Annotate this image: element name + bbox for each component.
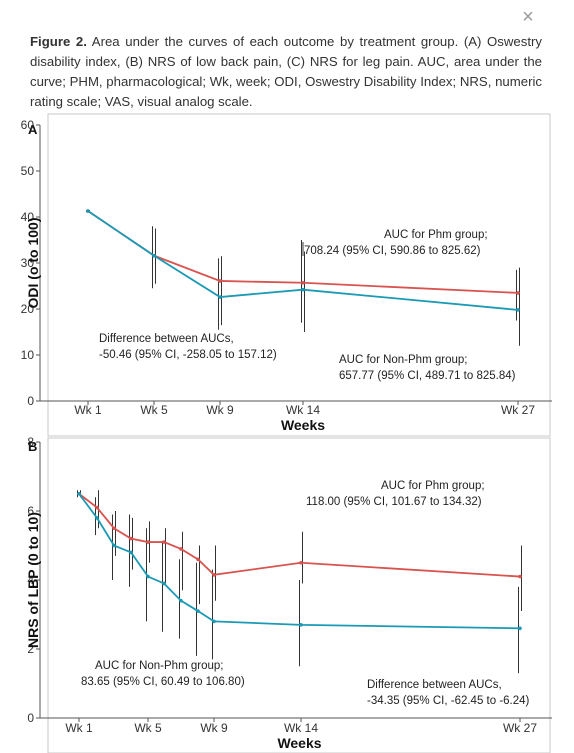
x-tick-label: Wk 5 xyxy=(134,721,162,735)
data-point xyxy=(516,291,520,295)
data-point xyxy=(146,574,150,579)
x-tick-label: Wk 1 xyxy=(65,721,93,735)
data-point xyxy=(162,581,166,586)
data-point xyxy=(516,308,520,312)
data-point xyxy=(146,540,150,544)
data-point xyxy=(95,505,99,510)
data-point xyxy=(518,574,522,579)
y-tick-label: 40 xyxy=(21,210,35,224)
annotation-text: 657.77 (95% CI, 489.71 to 825.84) xyxy=(339,370,516,382)
annotation-text: 118.00 (95% CI, 101.67 to 134.32) xyxy=(306,496,482,508)
annotation-text: AUC for Phm group; xyxy=(381,480,485,492)
data-point xyxy=(179,598,183,603)
chart-panel-b: B 0 2 4 6 8 Wk 1 Wk 5 Wk 9 Wk 14 Wk 27 Weeks NRS of … xyxy=(25,435,552,753)
annotation-text: -34.35 (95% CI, -62.45 to -6.24) xyxy=(367,695,530,707)
data-point xyxy=(129,536,133,541)
chart-panel-a: A 0 10 20 30 40 50 60 Wk 1 Wk 5 Wk 9 Wk 14 Wk 27 Week… xyxy=(21,113,552,437)
y-tick-label: 4 xyxy=(27,573,34,587)
data-point xyxy=(77,491,81,496)
y-tick-label: 6 xyxy=(27,504,34,518)
data-point xyxy=(179,547,183,551)
data-point xyxy=(95,516,99,520)
x-tick-label: Wk 27 xyxy=(501,403,535,417)
x-axis-label: Weeks xyxy=(281,417,325,433)
annotation-text: AUC for Phm group; xyxy=(384,229,488,241)
data-point xyxy=(301,287,305,292)
data-point xyxy=(152,253,156,258)
data-point xyxy=(196,609,200,613)
x-tick-label: Wk 5 xyxy=(140,403,168,417)
caption-label: Figure 2. xyxy=(30,34,87,49)
data-point xyxy=(301,280,305,285)
figure-caption: Figure 2. Area under the curves of each … xyxy=(30,32,542,112)
data-point xyxy=(112,543,116,548)
data-point xyxy=(86,209,90,213)
y-tick-label: 60 xyxy=(21,118,35,132)
close-button[interactable]: × xyxy=(522,6,534,28)
y-axis-label: NRS of LBP (0 to 10) xyxy=(25,512,41,648)
data-point xyxy=(212,573,216,577)
data-point xyxy=(218,295,222,299)
y-tick-label: 8 xyxy=(27,435,34,449)
y-tick-label: 30 xyxy=(21,256,35,270)
annotation-text: Difference between AUCs, xyxy=(99,333,234,345)
annotation-text: Difference between AUCs, xyxy=(367,679,502,691)
y-tick-label: 50 xyxy=(21,164,35,178)
data-point xyxy=(112,526,116,531)
data-point xyxy=(129,550,133,555)
annotation-text: AUC for Non-Phm group; xyxy=(339,354,467,366)
data-point xyxy=(299,623,303,627)
data-point xyxy=(299,560,303,565)
y-axis-label: ODI (o to 100) xyxy=(25,217,41,308)
x-tick-label: Wk 14 xyxy=(284,721,318,735)
x-axis-label: Weeks xyxy=(277,735,321,751)
y-tick-label: 20 xyxy=(21,302,35,316)
x-tick-label: Wk 9 xyxy=(200,721,228,735)
annotation-text: 708.24 (95% CI, 590.86 to 825.62) xyxy=(304,245,481,257)
annotation-text: 83.65 (95% CI, 60.49 to 106.80) xyxy=(81,676,245,688)
data-point xyxy=(518,626,522,631)
x-tick-label: Wk 9 xyxy=(206,403,234,417)
x-tick-label: Wk 1 xyxy=(74,403,102,417)
y-tick-label: 10 xyxy=(21,348,35,362)
y-tick-label: 0 xyxy=(27,394,34,408)
plot-frame xyxy=(47,113,551,437)
panel-letter: A xyxy=(28,122,38,137)
data-point xyxy=(218,279,222,283)
y-tick-label: 2 xyxy=(27,642,34,656)
x-tick-label: Wk 14 xyxy=(286,403,320,417)
data-point xyxy=(162,540,166,544)
annotation-text: -50.46 (95% CI, -258.05 to 157.12) xyxy=(99,349,277,361)
annotation-text: AUC for Non-Phm group; xyxy=(95,660,223,672)
data-point xyxy=(196,557,200,562)
caption-text: Area under the curves of each outcome by… xyxy=(30,34,542,109)
x-tick-label: Wk 27 xyxy=(503,721,537,735)
data-point xyxy=(212,619,216,624)
y-tick-label: 0 xyxy=(27,711,34,725)
panel-letter: B xyxy=(28,439,37,454)
